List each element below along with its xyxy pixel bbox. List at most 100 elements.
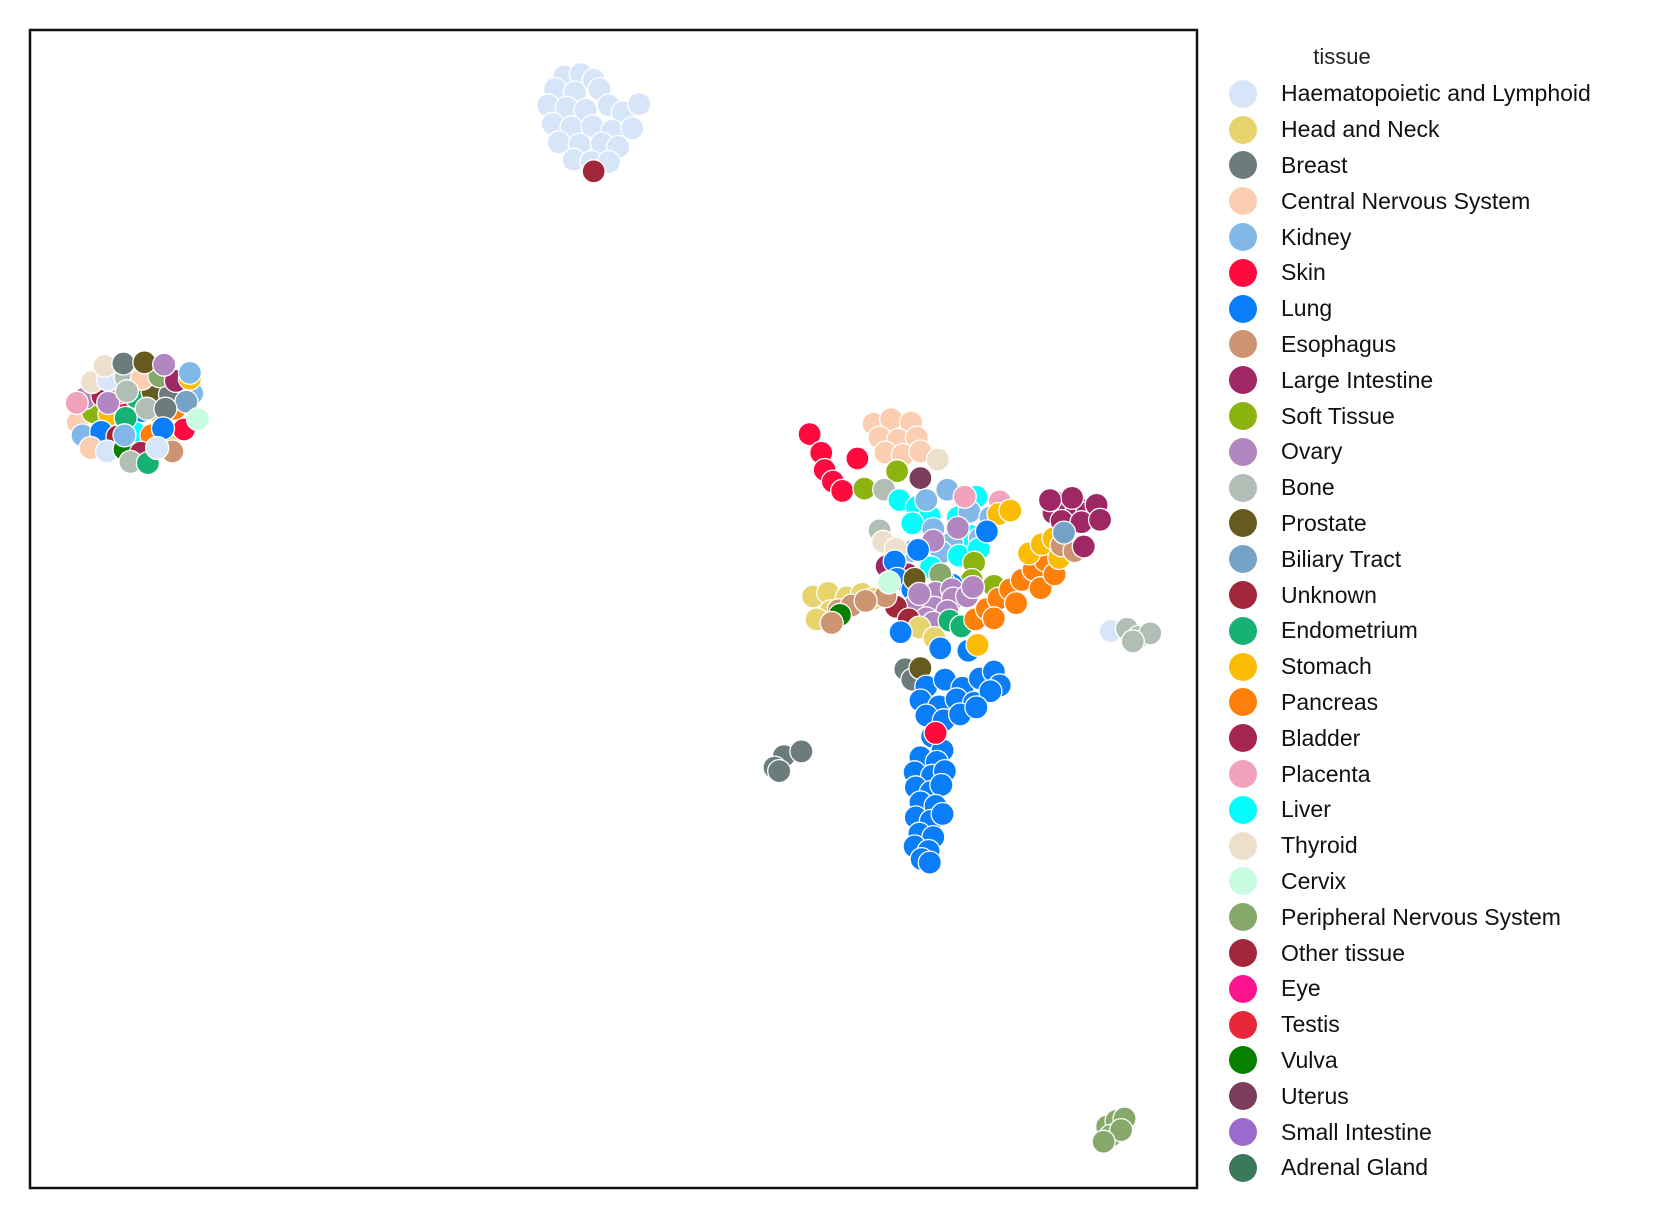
- legend-swatch: [1229, 1082, 1257, 1111]
- scatter-point: [1003, 591, 1029, 616]
- legend-label: Pancreas: [1281, 688, 1379, 715]
- legend-swatch: [1229, 581, 1257, 610]
- scatter-point: [923, 720, 948, 746]
- legend-swatch: [1229, 187, 1257, 216]
- scatter-point: [177, 360, 203, 385]
- legend-label: Other tissue: [1281, 939, 1405, 966]
- scatter-point: [929, 772, 954, 798]
- legend-swatch: [1229, 223, 1257, 252]
- legend-item: Vulva: [1222, 1043, 1652, 1079]
- legend-swatch: [1229, 330, 1257, 359]
- legend-swatch: [1229, 1046, 1257, 1075]
- legend-swatch: [1229, 402, 1257, 431]
- scatter-point: [917, 850, 942, 875]
- legend-label: Liver: [1281, 796, 1331, 823]
- legend-item: Stomach: [1222, 649, 1652, 685]
- scatter-point: [627, 91, 652, 117]
- legend-item: Esophagus: [1222, 327, 1652, 363]
- legend-swatch: [1229, 724, 1257, 753]
- legend-label: Ovary: [1281, 438, 1343, 465]
- legend-swatch: [1229, 473, 1257, 502]
- legend-swatch: [1229, 903, 1257, 932]
- legend-swatch: [1229, 1153, 1257, 1182]
- legend-item: Ovary: [1222, 434, 1652, 470]
- scatter-point: [978, 679, 1003, 704]
- legend-item: Kidney: [1222, 219, 1652, 255]
- legend-swatch: [1229, 688, 1257, 717]
- legend-label: Bone: [1281, 474, 1335, 501]
- scatter-point: [914, 487, 939, 513]
- scatter-point: [900, 511, 925, 536]
- legend-item: Other tissue: [1222, 935, 1652, 971]
- scatter-point: [888, 620, 913, 645]
- scatter-point: [907, 581, 932, 607]
- scatter-point: [960, 574, 986, 600]
- scatter-point: [952, 484, 977, 509]
- scatter-point: [819, 610, 844, 636]
- scatter-point: [111, 351, 136, 376]
- scatter-point: [853, 588, 878, 614]
- legend-item: Testis: [1222, 1007, 1652, 1043]
- legend-item: Soft Tissue: [1222, 398, 1652, 434]
- legend-label: Vulva: [1281, 1046, 1338, 1073]
- scatter-point: [1091, 1129, 1116, 1154]
- legend-item: Endometrium: [1222, 613, 1652, 649]
- legend-label: Eye: [1281, 975, 1321, 1002]
- legend-title: tissue: [1313, 44, 1371, 69]
- legend-item: Skin: [1222, 255, 1652, 291]
- legend-swatch: [1229, 258, 1257, 287]
- legend-label: Thyroid: [1281, 832, 1358, 859]
- scatter-point: [981, 606, 1007, 631]
- legend-label: Endometrium: [1281, 617, 1418, 644]
- scatter-point: [876, 570, 902, 595]
- legend-label: Adrenal Gland: [1281, 1154, 1429, 1181]
- legend-label: Placenta: [1281, 760, 1371, 787]
- legend-item: Bladder: [1222, 720, 1652, 756]
- scatter-point: [1087, 507, 1113, 532]
- scatter-point: [1059, 485, 1085, 510]
- legend-swatch: [1229, 867, 1257, 896]
- legend-label: Lung: [1281, 295, 1333, 322]
- scatter-point: [1120, 629, 1145, 654]
- scatter-point: [830, 478, 855, 504]
- legend-item: Bone: [1222, 470, 1652, 506]
- scatter-point: [581, 159, 606, 184]
- legend-item: Peripheral Nervous System: [1222, 899, 1652, 935]
- legend-label: Biliary Tract: [1281, 545, 1402, 572]
- scatter-point: [114, 379, 140, 404]
- legend-swatch: [1229, 760, 1257, 789]
- legend-swatch: [1229, 795, 1257, 824]
- legend-swatch: [1229, 437, 1257, 466]
- legend-label: Uterus: [1281, 1082, 1349, 1109]
- scatter-point: [965, 632, 990, 658]
- scatter-point: [845, 446, 870, 471]
- legend-swatch: [1229, 151, 1257, 180]
- legend-item: Eye: [1222, 971, 1652, 1007]
- legend-label: Stomach: [1281, 653, 1372, 680]
- plot-frame: [28, 28, 1199, 1190]
- scatter-point: [925, 447, 951, 472]
- scatter-point: [96, 390, 121, 416]
- legend-item: Head and Neck: [1222, 112, 1652, 148]
- legend-swatch: [1229, 115, 1257, 144]
- legend-label: Soft Tissue: [1281, 402, 1395, 429]
- legend-swatch: [1229, 1118, 1257, 1146]
- legend-item: Cervix: [1222, 864, 1652, 900]
- legend-label: Cervix: [1281, 867, 1347, 894]
- scatter-point: [930, 801, 955, 827]
- scatter-points: [64, 61, 1163, 1154]
- legend-label: Large Intestine: [1281, 366, 1434, 393]
- legend-swatch: [1229, 509, 1257, 538]
- legend-item: Central Nervous System: [1222, 183, 1652, 219]
- scatter-point: [112, 423, 137, 448]
- legend-item: Thyroid: [1222, 828, 1652, 864]
- legend-swatch: [1229, 79, 1257, 108]
- legend-label: Unknown: [1281, 581, 1377, 608]
- scatter-point: [797, 421, 822, 447]
- scatter-point: [145, 435, 170, 461]
- legend-swatch: [1229, 294, 1257, 323]
- legend-label: Head and Neck: [1281, 116, 1440, 143]
- legend-label: Esophagus: [1281, 330, 1397, 357]
- legend-item: Lung: [1222, 291, 1652, 327]
